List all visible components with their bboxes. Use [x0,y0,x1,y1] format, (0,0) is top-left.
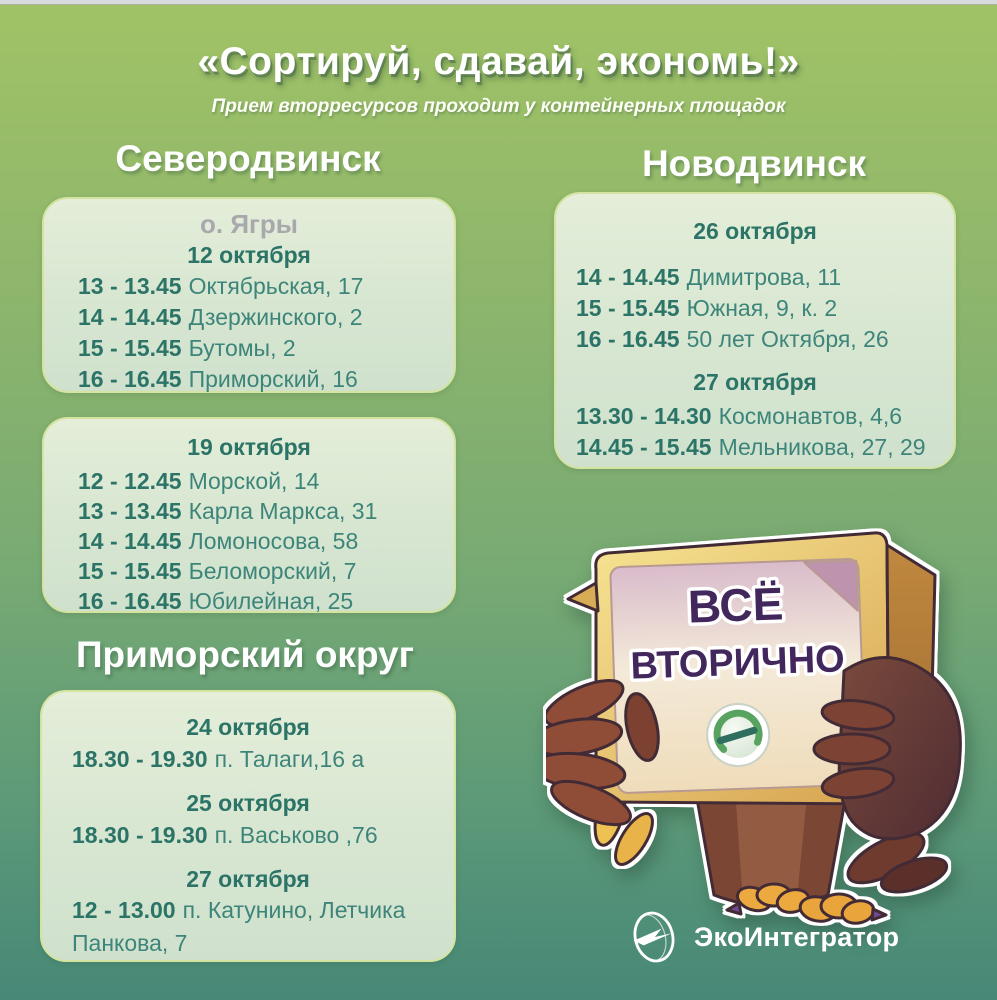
time-label: 14.45 - 15.45 [576,434,712,460]
schedule-row: 15 - 15.45 Бутомы, 2 [44,333,454,364]
time-label: 12 - 12.45 [78,468,182,494]
schedule-row: 14 - 14.45 Ломоносова, 58 [44,526,454,556]
address-label: Дзержинского, 2 [188,304,363,330]
schedule-row: 13.30 - 14.30 Космонавтов, 4,6 [556,401,954,432]
schedule-row: 15 - 15.45 Южная, 9, к. 2 [556,293,954,324]
schedule-row: 12 - 13.00 п. Катунино, Летчика Панкова, … [42,894,454,960]
schedule-card-yagry: о. Ягры 12 октября 13 - 13.45 Октябрьская… [42,197,456,393]
mascot-tail [846,831,949,894]
date-label: 27 октября [693,369,817,395]
schedule-row: 18.30 - 19.30 п. Талаги,16 а [42,742,454,776]
mascot-sign-paper: ВСЁ ВТОРИЧНО [609,558,867,794]
address-label: п. Васьково ,76 [214,822,378,848]
address-label: Приморский, 16 [188,366,358,392]
mascot-left-wing [546,679,660,827]
time-label: 18.30 - 19.30 [72,746,208,772]
schedule-row: 13 - 13.45 Октябрьская, 17 [44,271,454,302]
date-label: 19 октября [187,434,311,460]
time-label: 16 - 16.45 [78,366,182,392]
schedule-row: 14.45 - 15.45 Мельникова, 27, 29 [556,432,954,463]
date-label: 25 октября [186,790,310,816]
time-label: 13.30 - 14.30 [576,403,712,429]
schedule-row: 16 - 16.45 Юбилейная, 25 [44,586,454,616]
time-label: 16 - 16.45 [576,326,680,352]
address-label: п. Катунино, Летчика Панкова, 7 [72,897,406,956]
schedule-row: 14 - 14.45 Дзержинского, 2 [44,302,454,333]
mascot-sign-line2: ВТОРИЧНО [630,638,846,687]
section-novodvinsk-title: Новодвинск [641,143,867,184]
schedule-row: 18.30 - 19.30 п. Васьково ,76 [42,818,454,852]
page-subtitle: Прием вторресурсов проходит у контейнерн… [211,96,786,117]
section-severodvinsk-title: Северодвинск [115,138,381,179]
address-label: Мельникова, 27, 29 [718,434,926,460]
date-label: 27 октября [186,866,310,892]
mascot-right-wing [812,656,962,841]
time-label: 16 - 16.45 [78,588,182,614]
address-label: Карла Маркса, 31 [188,498,378,524]
schedule-row: 16 - 16.45 Приморский, 16 [44,364,454,395]
address-label: Ломоносова, 58 [188,528,359,554]
address-label: Бутомы, 2 [188,335,296,361]
area-label: о. Ягры [200,209,298,239]
time-label: 13 - 13.45 [78,273,182,299]
address-label: Космонавтов, 4,6 [718,403,903,429]
time-label: 13 - 13.45 [78,498,182,524]
date-label: 26 октября [693,218,817,244]
schedule-row: 12 - 12.45 Морской, 14 [44,466,454,496]
address-label: Южная, 9, к. 2 [686,295,838,321]
address-label: Октябрьская, 17 [188,273,364,299]
brand-name: ЭкоИнтегратор [694,921,900,952]
address-label: Димитрова, 11 [686,264,842,290]
schedule-card-severodvinsk: 19 октября 12 - 12.45 Морской, 14 13 - 13… [42,417,456,616]
time-label: 14 - 14.45 [78,528,182,554]
schedule-card-primorsky: 24 октября 18.30 - 19.30 п. Талаги,16 а 2… [40,690,456,962]
address-label: Юбилейная, 25 [188,588,354,614]
section-primorsky-title: Приморский округ [75,634,415,675]
window-top-strip [0,0,997,5]
schedule-row: 14 - 14.45 Димитрова, 11 [556,262,954,293]
time-label: 14 - 14.45 [78,304,182,330]
address-label: п. Талаги,16 а [214,746,365,772]
address-label: Морской, 14 [188,468,320,494]
date-label: 12 октября [187,242,311,268]
time-label: 15 - 15.45 [576,295,680,321]
address-label: 50 лет Октября, 26 [686,326,889,352]
schedule-row: 16 - 16.45 50 лет Октября, 26 [556,324,954,355]
recycle-logo-icon [706,702,771,767]
schedule-card-novodvinsk: 26 октября 14 - 14.45 Димитрова, 11 15 - … [554,192,956,469]
date-label: 24 октября [186,714,310,740]
mascot-sign-line1: ВСЁ [687,577,784,632]
time-label: 15 - 15.45 [78,558,182,584]
address-label: Беломорский, 7 [188,558,357,584]
page-title: «Сортируй, сдавай, экономь!» [197,40,800,83]
mascot-owl-sticker: ВСЁ ВТОРИЧНО [546,531,962,925]
time-label: 18.30 - 19.30 [72,822,208,848]
brand-footer: ЭкоИнтегратор [626,908,899,966]
time-label: 15 - 15.45 [78,335,182,361]
time-label: 14 - 14.45 [576,264,680,290]
ecointegrator-logo-icon [633,911,675,963]
mascot-feet [725,882,888,925]
schedule-row: 13 - 13.45 Карла Маркса, 31 [44,496,454,526]
time-label: 12 - 13.00 [72,897,176,923]
schedule-row: 15 - 15.45 Беломорский, 7 [44,556,454,586]
